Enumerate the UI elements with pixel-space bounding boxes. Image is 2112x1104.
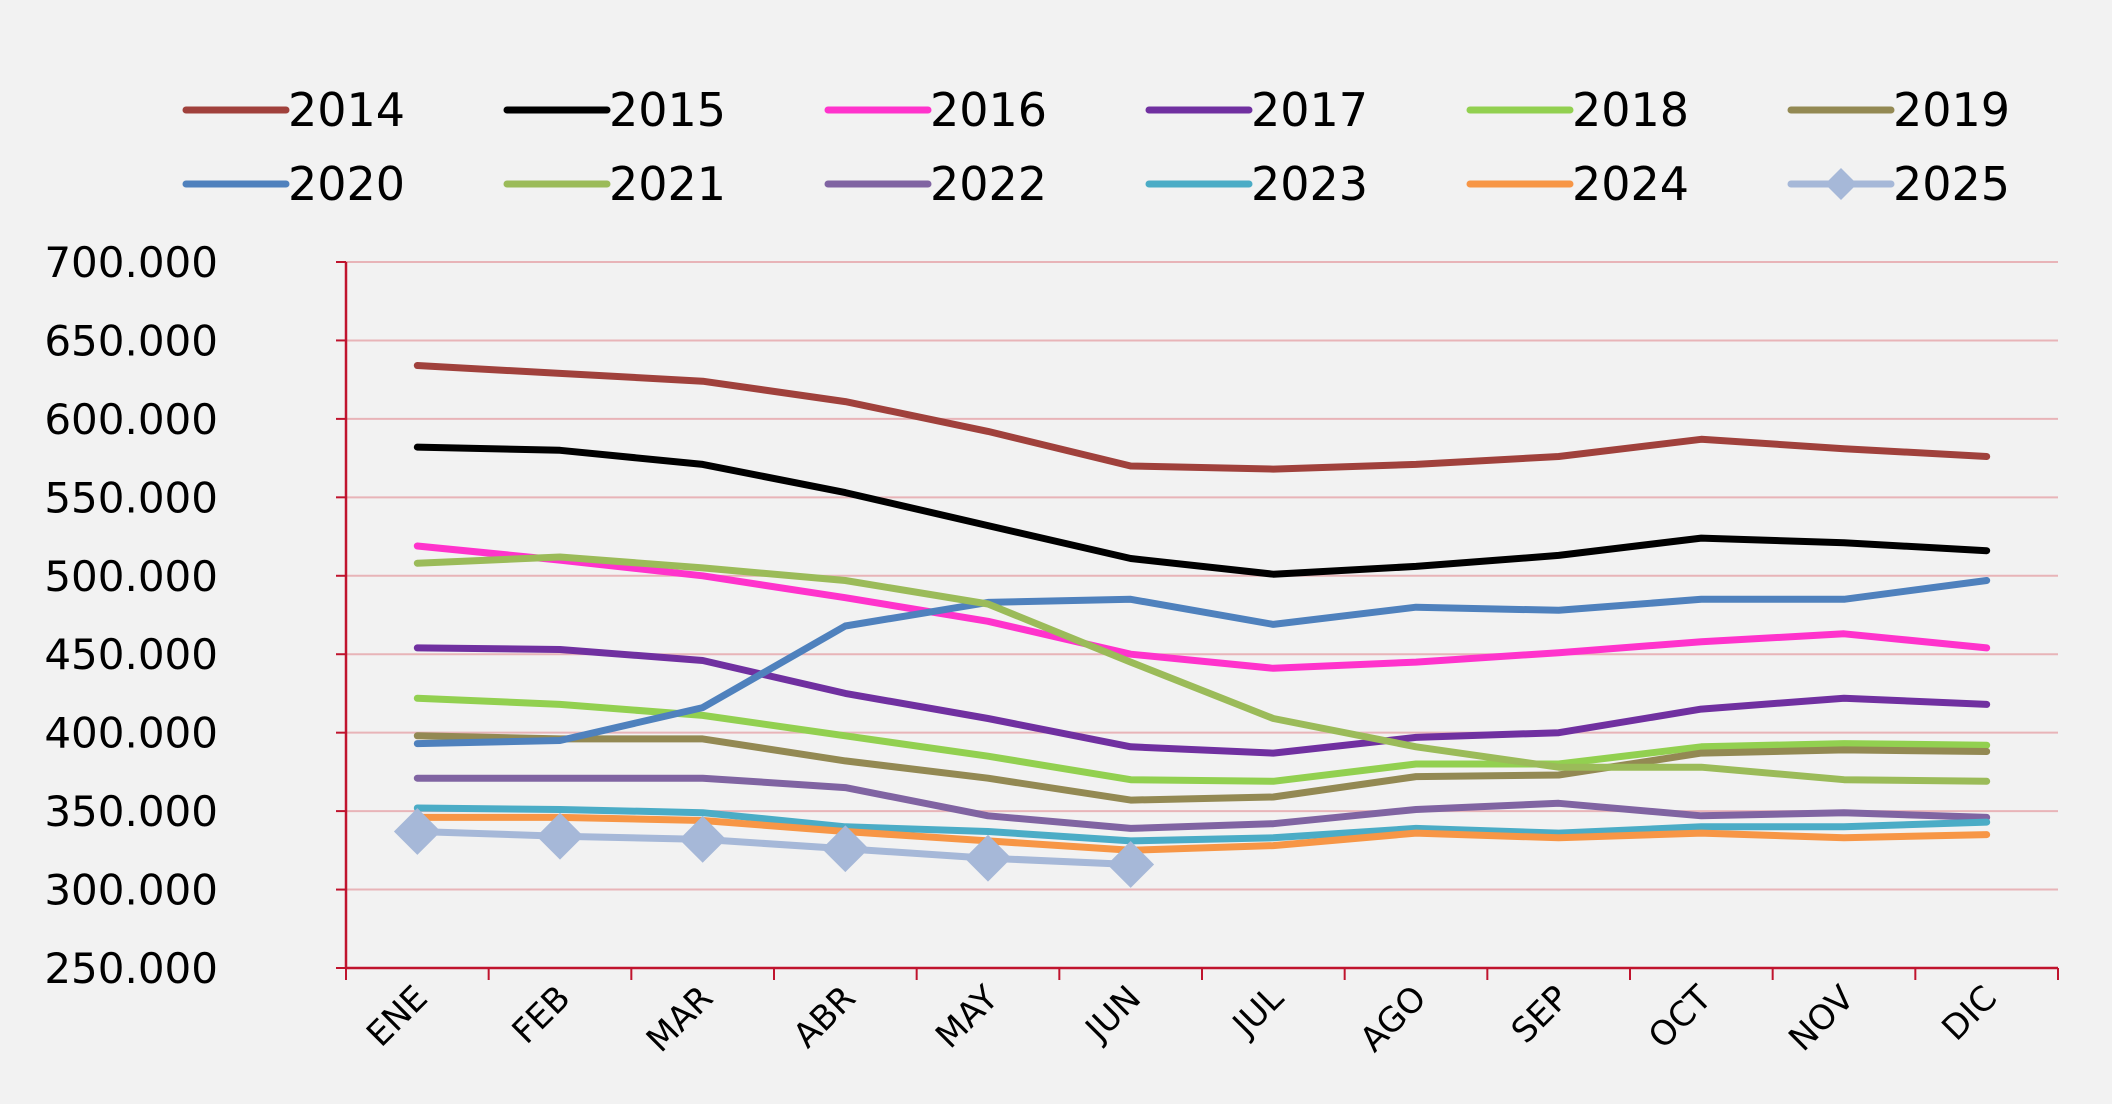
data-point-marker	[1107, 841, 1155, 888]
y-tick-label: 350.000	[44, 787, 218, 836]
series-line	[413, 732, 1991, 804]
legend-label: 2014	[288, 83, 405, 137]
legend-item-2016: 2016	[824, 83, 1047, 137]
x-category-label: MAY	[928, 978, 1006, 1056]
x-category-label: ABR	[786, 978, 864, 1056]
x-category-label: SEP	[1504, 978, 1577, 1051]
legend-label: 2020	[288, 157, 405, 211]
x-category-label: MAR	[639, 978, 721, 1060]
y-tick-label: 650.000	[44, 316, 218, 365]
y-tick-label: 300.000	[44, 866, 218, 915]
legend-label: 2016	[930, 83, 1047, 137]
data-point-marker	[536, 812, 584, 860]
series-line	[413, 553, 1991, 785]
series-2021	[413, 553, 1991, 785]
legend-item-2023: 2023	[1145, 157, 1368, 211]
legend-item-2025: 2025	[1787, 157, 2010, 211]
legend: 2014 2015 2016 2017 2018 2019 2020 2021 2022 2023…	[182, 83, 2010, 211]
series-2020	[413, 577, 1991, 748]
legend-marker	[1825, 168, 1857, 200]
legend-item-2017: 2017	[1145, 83, 1368, 137]
legend-label: 2019	[1893, 83, 2010, 137]
y-tick-label: 250.000	[44, 944, 218, 993]
series-2016	[413, 542, 1991, 672]
data-point-marker	[964, 834, 1012, 882]
series-2025	[393, 808, 1155, 888]
series-line	[413, 577, 1991, 748]
legend-item-2019: 2019	[1787, 83, 2010, 137]
series-2023	[413, 804, 1991, 845]
legend-label: 2022	[930, 157, 1047, 211]
x-axis-category-labels: ENE FEB MAR ABR MAY JUN JUL AGO SEP OCT NOV DIC	[359, 978, 2005, 1060]
series-line	[413, 774, 1991, 832]
legend-item-2022: 2022	[824, 157, 1047, 211]
legend-label: 2025	[1893, 157, 2010, 211]
series-2017	[413, 644, 1991, 757]
legend-item-2021: 2021	[503, 157, 726, 211]
series-line	[413, 828, 1135, 868]
legend-label: 2024	[1572, 157, 1689, 211]
series-2024	[413, 813, 1991, 854]
series-2022	[413, 774, 1991, 832]
series-line	[413, 362, 1991, 473]
x-category-label: OCT	[1641, 978, 1720, 1057]
series-line	[413, 443, 1991, 578]
legend-item-2024: 2024	[1466, 157, 1689, 211]
legend-item-2020: 2020	[182, 157, 405, 211]
data-point-marker	[821, 825, 869, 873]
y-tick-label: 500.000	[44, 552, 218, 601]
x-category-label: AGO	[1352, 978, 1434, 1060]
y-tick-label: 700.000	[44, 238, 218, 287]
series-line	[413, 813, 1991, 854]
series-2014	[413, 362, 1991, 473]
axes	[336, 261, 2059, 980]
legend-label: 2021	[609, 157, 726, 211]
x-category-label: JUN	[1077, 978, 1149, 1050]
y-tick-label: 600.000	[44, 395, 218, 444]
legend-item-2018: 2018	[1466, 83, 1689, 137]
x-category-label: FEB	[505, 978, 579, 1052]
series-2019	[413, 732, 1991, 804]
legend-label: 2018	[1572, 83, 1689, 137]
data-point-marker	[679, 815, 727, 863]
x-category-label: ENE	[359, 978, 436, 1055]
series-lines	[393, 362, 1991, 888]
y-tick-label: 400.000	[44, 709, 218, 758]
y-tick-label: 550.000	[44, 473, 218, 522]
legend-item-2015: 2015	[503, 83, 726, 137]
legend-label: 2015	[609, 83, 726, 137]
y-tick-label: 450.000	[44, 630, 218, 679]
x-category-label: NOV	[1781, 978, 1862, 1059]
series-line	[413, 804, 1991, 845]
series-line	[413, 542, 1991, 672]
y-axis-tick-labels: 250.000 300.000 350.000 400.000 450.000 500.0…	[44, 238, 218, 993]
series-line	[413, 644, 1991, 757]
legend-label: 2023	[1251, 157, 1368, 211]
x-category-label: DIC	[1934, 978, 2005, 1049]
data-point-marker	[393, 808, 441, 855]
legend-item-2014: 2014	[182, 83, 405, 137]
series-2015	[413, 443, 1991, 578]
x-category-label: JUL	[1224, 978, 1292, 1046]
legend-label: 2017	[1251, 83, 1368, 137]
